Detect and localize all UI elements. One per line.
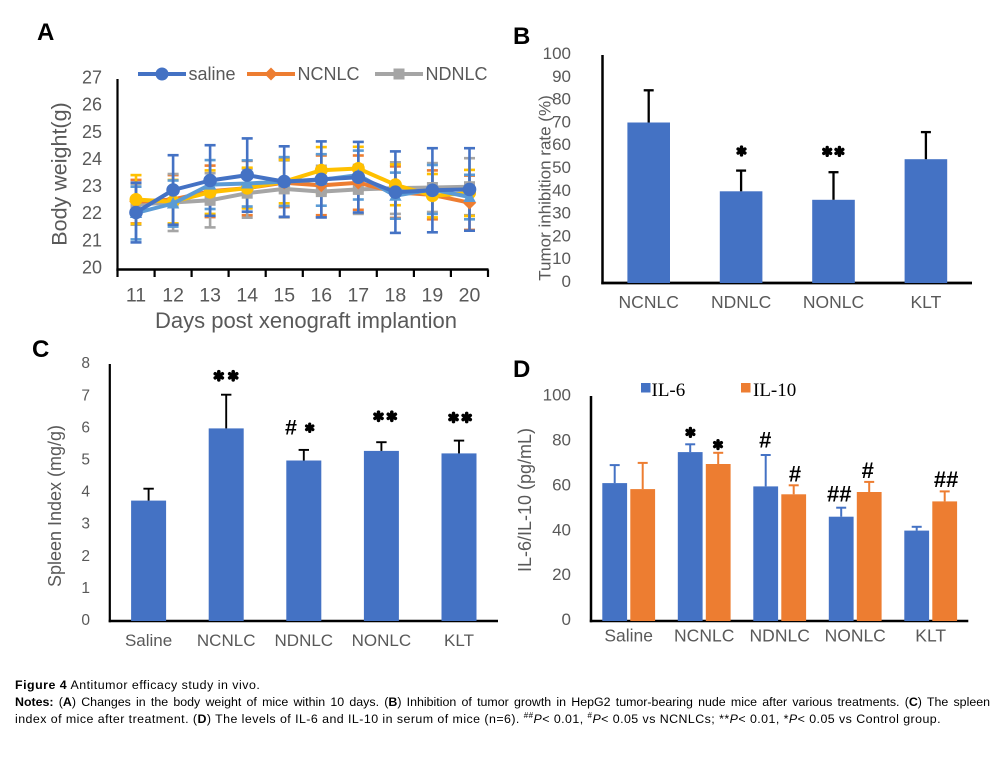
svg-text:#: # <box>789 462 801 487</box>
svg-text:13: 13 <box>199 285 221 307</box>
svg-text:40: 40 <box>552 181 571 200</box>
svg-text:40: 40 <box>552 520 571 539</box>
svg-text:5: 5 <box>81 452 90 469</box>
svg-text:Saline: Saline <box>125 631 172 650</box>
svg-text:26: 26 <box>82 95 102 115</box>
svg-text:NONLC: NONLC <box>825 626 886 646</box>
svg-text:NONLC: NONLC <box>803 292 864 312</box>
svg-text:80: 80 <box>552 90 571 109</box>
svg-text:0: 0 <box>562 610 571 629</box>
svg-text:25: 25 <box>82 122 102 142</box>
svg-text:NDNLC: NDNLC <box>275 631 334 650</box>
svg-text:7: 7 <box>81 387 90 404</box>
svg-text:NDNLC: NDNLC <box>711 292 771 312</box>
svg-text:80: 80 <box>552 431 571 450</box>
svg-text:#: # <box>285 416 297 440</box>
svg-text:30: 30 <box>552 204 571 223</box>
svg-text:20: 20 <box>82 258 102 278</box>
svg-text:NCNLC: NCNLC <box>619 292 679 312</box>
svg-text:23: 23 <box>82 176 102 196</box>
svg-text:saline: saline <box>189 64 236 84</box>
svg-text:IL-10: IL-10 <box>753 380 796 401</box>
svg-text:50: 50 <box>552 158 571 177</box>
svg-text:11: 11 <box>126 285 146 307</box>
svg-text:18: 18 <box>385 285 407 307</box>
svg-text:KLT: KLT <box>915 626 946 646</box>
svg-text:6: 6 <box>81 419 90 436</box>
svg-text:16: 16 <box>310 285 332 307</box>
svg-text:Days post xenograft implantion: Days post xenograft implantion <box>155 308 457 333</box>
svg-text:NDNLC: NDNLC <box>750 626 810 646</box>
svg-text:24: 24 <box>82 149 102 169</box>
svg-text:100: 100 <box>543 44 571 63</box>
svg-text:1: 1 <box>81 580 90 597</box>
svg-text:60: 60 <box>552 135 571 154</box>
svg-text:NONLC: NONLC <box>352 631 412 650</box>
svg-text:21: 21 <box>82 230 102 250</box>
svg-text:8: 8 <box>81 355 90 372</box>
svg-text:NCNLC: NCNLC <box>197 631 256 650</box>
svg-text:KLT: KLT <box>444 631 474 650</box>
svg-text:10: 10 <box>552 249 571 268</box>
svg-text:70: 70 <box>552 112 571 131</box>
svg-text:4: 4 <box>81 484 90 501</box>
svg-text:Saline: Saline <box>604 626 653 646</box>
svg-text:NCNLC: NCNLC <box>674 626 734 646</box>
svg-text:0: 0 <box>81 612 90 629</box>
svg-text:12: 12 <box>162 285 184 307</box>
svg-text:##: ## <box>934 467 958 492</box>
svg-text:14: 14 <box>236 285 258 307</box>
svg-text:Tumor inhibition rate (%): Tumor inhibition rate (%) <box>536 95 555 281</box>
svg-text:2: 2 <box>81 548 90 565</box>
svg-text:100: 100 <box>543 386 571 405</box>
svg-text:IL-6/IL-10 (pg/mL): IL-6/IL-10 (pg/mL) <box>515 428 535 572</box>
svg-text:#: # <box>862 458 874 483</box>
svg-text:NCNLC: NCNLC <box>298 64 360 84</box>
svg-text:##: ## <box>827 482 851 507</box>
svg-text:Body weight(g): Body weight(g) <box>48 102 72 245</box>
svg-text:Spleen Index (mg/g): Spleen Index (mg/g) <box>45 425 65 587</box>
svg-text:NDNLC: NDNLC <box>426 64 488 84</box>
svg-text:60: 60 <box>552 475 571 494</box>
svg-text:27: 27 <box>82 68 102 88</box>
svg-text:22: 22 <box>82 203 102 223</box>
svg-text:KLT: KLT <box>911 292 942 312</box>
svg-text:3: 3 <box>81 516 90 533</box>
svg-text:IL-6: IL-6 <box>652 380 686 401</box>
svg-text:15: 15 <box>273 285 295 307</box>
svg-text:20: 20 <box>552 226 571 245</box>
svg-text:17: 17 <box>347 285 369 307</box>
svg-text:20: 20 <box>459 285 481 307</box>
svg-text:0: 0 <box>562 272 571 291</box>
svg-text:20: 20 <box>552 565 571 584</box>
svg-text:90: 90 <box>552 67 571 86</box>
svg-text:#: # <box>759 428 771 453</box>
svg-text:19: 19 <box>422 285 444 307</box>
